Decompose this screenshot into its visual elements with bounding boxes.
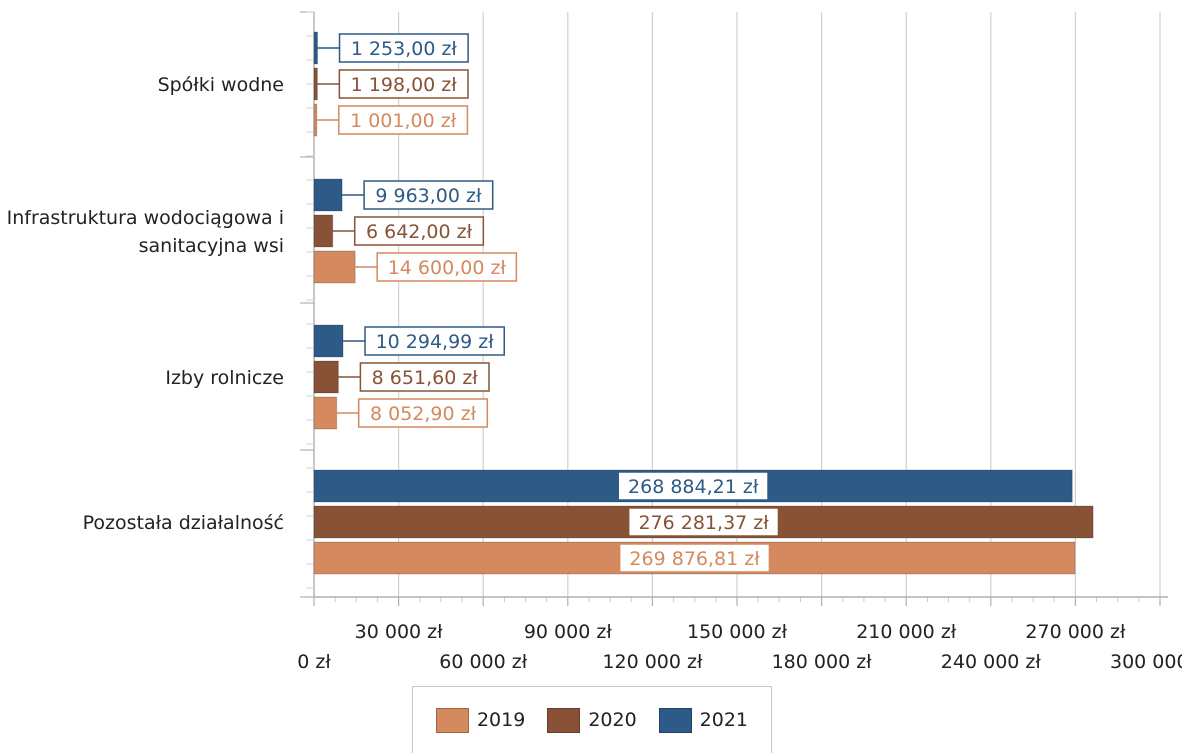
data-label: 268 884,21 zł (628, 476, 759, 498)
category-label: Izby rolnicze (165, 367, 284, 389)
x-tick-label: 270 000 zł (1025, 621, 1126, 643)
legend-swatch-2020 (547, 707, 581, 733)
bar-2020 (313, 360, 339, 394)
legend-item-2020: 2020 (547, 707, 637, 733)
data-label-box (353, 216, 485, 246)
legend-label-2020: 2020 (588, 709, 637, 731)
category-label: sanitacyjna wsi (139, 235, 284, 257)
grid-lines (398, 12, 1161, 597)
data-label: 1 001,00 zł (350, 110, 457, 132)
x-tick-label: 180 000 zł (772, 651, 873, 673)
bar-2020 (313, 214, 334, 248)
data-label-box (338, 105, 469, 135)
legend-swatch-2021 (658, 707, 692, 733)
x-tick-label: 30 000 zł (355, 621, 443, 643)
data-labels: 1 001,00 zł 14 600,00 zł 8 052,90 zł 269 87… (316, 33, 780, 573)
data-label-box (338, 33, 469, 63)
data-label: 10 294,99 zł (376, 331, 495, 353)
data-label: 1 198,00 zł (351, 74, 458, 96)
data-label-box (618, 543, 771, 573)
x-tick-label: 120 000 zł (602, 651, 703, 673)
legend: 2019 2020 2021 (412, 686, 772, 753)
data-label-box (376, 252, 518, 282)
legend-item-2021: 2021 (658, 707, 749, 733)
x-tick-label: 150 000 zł (687, 621, 788, 643)
legend-swatch-2019 (435, 707, 469, 733)
x-tick-label: 240 000 zł (941, 651, 1042, 673)
bar-2021 (313, 31, 319, 65)
category-label: Infrastruktura wodociągowa i (7, 207, 284, 229)
data-label: 14 600,00 zł (388, 257, 507, 279)
data-label-box (359, 362, 490, 392)
bar-2019 (313, 103, 318, 137)
legend-label-2021: 2021 (699, 709, 749, 731)
data-label-box (617, 471, 769, 501)
category-label: Spółki wodne (158, 74, 284, 96)
data-label: 8 052,90 zł (370, 403, 477, 425)
x-tick-label: 210 000 zł (856, 621, 957, 643)
bar-2020 (313, 67, 318, 101)
data-label-box (357, 398, 489, 428)
bar-2019 (313, 250, 356, 284)
data-label: 9 963,00 zł (375, 185, 482, 207)
x-tick-label: 60 000 zł (439, 651, 527, 673)
data-label: 6 642,00 zł (366, 221, 473, 243)
data-label: 8 651,60 zł (372, 367, 479, 389)
data-label-box (338, 69, 469, 99)
data-label: 1 253,00 zł (351, 38, 458, 60)
data-label-box (627, 507, 780, 537)
data-label-box (364, 326, 505, 356)
bar-2021 (313, 324, 344, 358)
data-label: 276 281,37 zł (638, 512, 769, 534)
data-label-box (363, 180, 494, 210)
x-tick-label: 0 zł (297, 651, 331, 673)
legend-label-2019: 2019 (476, 709, 526, 731)
bar-2021 (313, 178, 343, 212)
x-tick-label: 300 000 zł (1110, 651, 1182, 673)
category-label: Pozostała działalność (83, 512, 284, 534)
x-tick-label: 90 000 zł (524, 621, 612, 643)
data-label: 269 876,81 zł (629, 548, 760, 570)
bar-2019 (313, 396, 338, 430)
axes: 0 zł 30 000 zł 60 000 zł 90 000 zł 120 000 z… (7, 11, 1182, 673)
legend-item-2019: 2019 (435, 707, 526, 733)
